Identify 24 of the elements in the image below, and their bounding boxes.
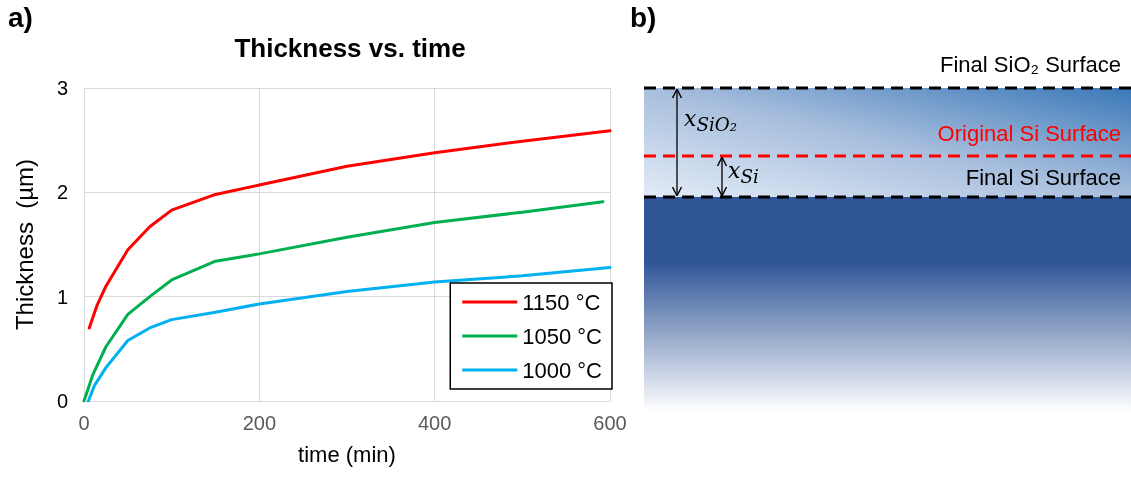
y-tick-label: 1: [56, 285, 68, 308]
x-tick-label: 200: [242, 412, 277, 434]
x-tick-label: 600: [593, 412, 627, 434]
y-tick-label: 2: [56, 181, 68, 204]
text: a): [8, 2, 33, 34]
legend-label: 1000 °C: [522, 357, 603, 383]
line-series: [87, 129, 612, 330]
y-axis-title: Thickness (µm): [10, 158, 38, 331]
x-tick-label: 400: [417, 412, 452, 434]
chart-title: Thickness vs. time: [234, 33, 466, 63]
text: Final Si Surface: [965, 165, 1121, 191]
x-tick-label: 0: [78, 412, 90, 434]
text: b): [630, 2, 657, 34]
line-series: [86, 265, 612, 403]
line-series: [82, 200, 605, 403]
text: x$_{Si}$: [728, 158, 759, 188]
x-axis-title: time (min): [298, 441, 396, 467]
legend-label: 1150 °C: [522, 289, 601, 315]
text: Original Si Surface: [937, 121, 1121, 147]
legend-label: 1050 °C: [522, 323, 603, 349]
text: Final SiO₂ Surface: [940, 52, 1121, 78]
y-tick-label: 0: [56, 390, 68, 412]
text: x$_{SiO₂}$: [684, 106, 738, 136]
y-tick-label: 3: [56, 77, 68, 99]
